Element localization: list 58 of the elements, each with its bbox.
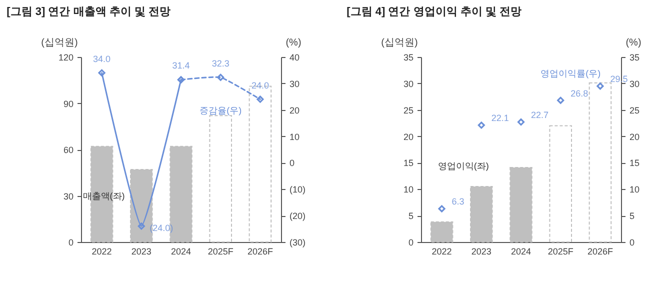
data-label: 32.3: [212, 58, 230, 68]
y2-tick-label: 20: [630, 132, 640, 142]
x-tick-label: 2025F: [208, 246, 234, 256]
chart-title: [그림 4] 연간 영업이익 추이 및 전망: [346, 6, 522, 18]
y2-tick-label: 15: [630, 158, 640, 168]
y2-tick-label: 40: [290, 52, 300, 62]
y-tick-label: 15: [403, 158, 414, 168]
x-tick-label: 2026F: [247, 246, 274, 256]
y2-tick-label: (10): [290, 184, 306, 195]
y2-tick-label: 0: [630, 238, 635, 248]
data-label: 22.1: [491, 113, 509, 124]
y-tick-label: 20: [403, 132, 414, 142]
y2-tick-label: (30): [290, 238, 306, 248]
x-tick-label: 2024: [510, 246, 532, 256]
x-tick-label: 2022: [432, 246, 452, 256]
x-tick-label: 2023: [471, 246, 492, 256]
data-label: 6.3: [452, 196, 464, 207]
y-axis-title: (십억원): [381, 38, 418, 48]
y2-tick-label: (20): [290, 211, 306, 222]
y-tick-label: 30: [403, 78, 414, 89]
series-label: 영업이익(좌): [438, 161, 489, 172]
x-tick-label: 2024: [170, 246, 192, 256]
y2-tick-label: 10: [630, 184, 640, 195]
series-label: 영업이익률(우): [540, 68, 601, 79]
y-tick-label: 60: [63, 145, 74, 155]
y2-tick-label: 30: [290, 78, 300, 89]
y-tick-label: 25: [403, 105, 414, 116]
y2-tick-label: 25: [630, 105, 640, 116]
data-label: 24.0: [251, 80, 269, 90]
y2-tick-label: 35: [630, 52, 640, 62]
y2-axis-title: (%): [286, 38, 302, 48]
y-tick-label: 30: [63, 191, 74, 202]
y-tick-label: 5: [408, 211, 414, 222]
y-tick-label: 90: [63, 98, 74, 109]
data-label: 22.7: [531, 110, 549, 120]
y-tick-label: 120: [58, 52, 74, 62]
y2-tick-label: 20: [290, 105, 300, 116]
data-label: (24.0): [150, 223, 174, 234]
text: 증감율(우): [200, 106, 242, 116]
y-tick-label: 35: [403, 52, 414, 62]
y2-tick-label: 5: [630, 211, 635, 222]
data-label: 26.8: [570, 88, 588, 98]
y2-tick-label: 30: [630, 78, 640, 89]
x-tick-label: 2026F: [587, 246, 614, 256]
y-tick-label: 10: [403, 184, 414, 195]
x-tick-label: 2023: [131, 246, 152, 256]
y-axis-title: (십억원): [41, 38, 78, 48]
x-tick-label: 2022: [92, 246, 112, 256]
data-label: 34.0: [93, 54, 111, 64]
y2-tick-label: 10: [290, 132, 300, 142]
y-tick-label: 0: [408, 238, 414, 248]
x-tick-label: 2025F: [548, 246, 574, 256]
y-tick-label: 0: [68, 238, 74, 248]
y2-tick-label: 0: [290, 158, 295, 168]
y2-axis-title: (%): [626, 38, 642, 48]
data-label: 31.4: [172, 60, 190, 71]
series-label: 매출액(좌): [82, 190, 125, 201]
chart-title: [그림 3] 연간 매출액 추이 및 전망: [6, 6, 170, 18]
